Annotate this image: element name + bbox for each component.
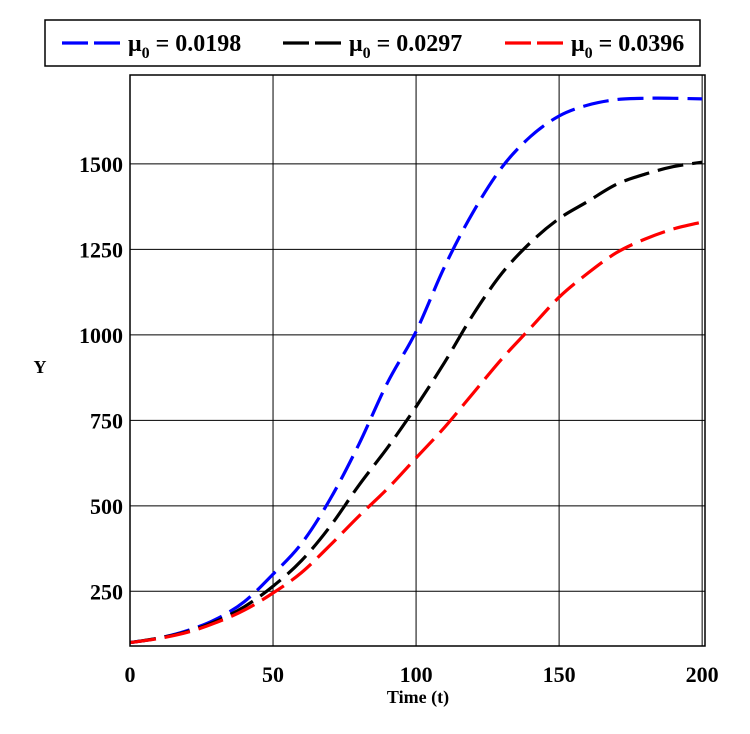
legend-symbol: μ xyxy=(571,31,585,57)
x-tick-label: 200 xyxy=(686,662,719,687)
series-lines xyxy=(129,96,703,645)
legend-label-1: μ0 = 0.0198 xyxy=(128,31,241,62)
tick-labels: 0 50 100 150 200 250 500 750 1000 1250 1500 xyxy=(79,152,719,687)
y-tick-label: 1000 xyxy=(79,323,123,348)
x-tick-label: 150 xyxy=(543,662,576,687)
grid xyxy=(129,75,705,646)
y-tick-label: 1500 xyxy=(79,152,123,177)
legend-symbol: μ xyxy=(128,31,142,57)
legend-value: = 0.0198 xyxy=(150,31,242,57)
legend-label-2: μ0 = 0.0297 xyxy=(349,31,462,62)
x-axis-label: Time (t) xyxy=(387,687,449,708)
legend-symbol: μ xyxy=(349,31,363,57)
series-line-3 xyxy=(129,220,703,645)
y-tick-label: 500 xyxy=(90,494,123,519)
legend-value: = 0.0396 xyxy=(593,31,685,57)
y-axis-label: Y xyxy=(34,357,47,377)
series-line-2 xyxy=(129,160,703,645)
x-tick-label: 0 xyxy=(125,662,136,687)
plot-frame xyxy=(129,74,706,647)
y-tick-label: 250 xyxy=(90,579,123,604)
x-tick-label: 50 xyxy=(262,662,284,687)
x-tick-label: 100 xyxy=(400,662,433,687)
legend-label-3: μ0 = 0.0396 xyxy=(571,31,684,62)
legend-value: = 0.0297 xyxy=(371,31,463,57)
legend: μ0 = 0.0198 μ0 = 0.0297 μ0 = 0.0396 xyxy=(44,19,701,67)
y-tick-label: 1250 xyxy=(79,237,123,262)
legend-box xyxy=(44,19,701,67)
y-tick-label: 750 xyxy=(90,408,123,433)
legend-subscript: 0 xyxy=(363,45,371,62)
legend-subscript: 0 xyxy=(142,45,150,62)
legend-subscript: 0 xyxy=(585,45,593,62)
series-line-1 xyxy=(129,96,703,645)
